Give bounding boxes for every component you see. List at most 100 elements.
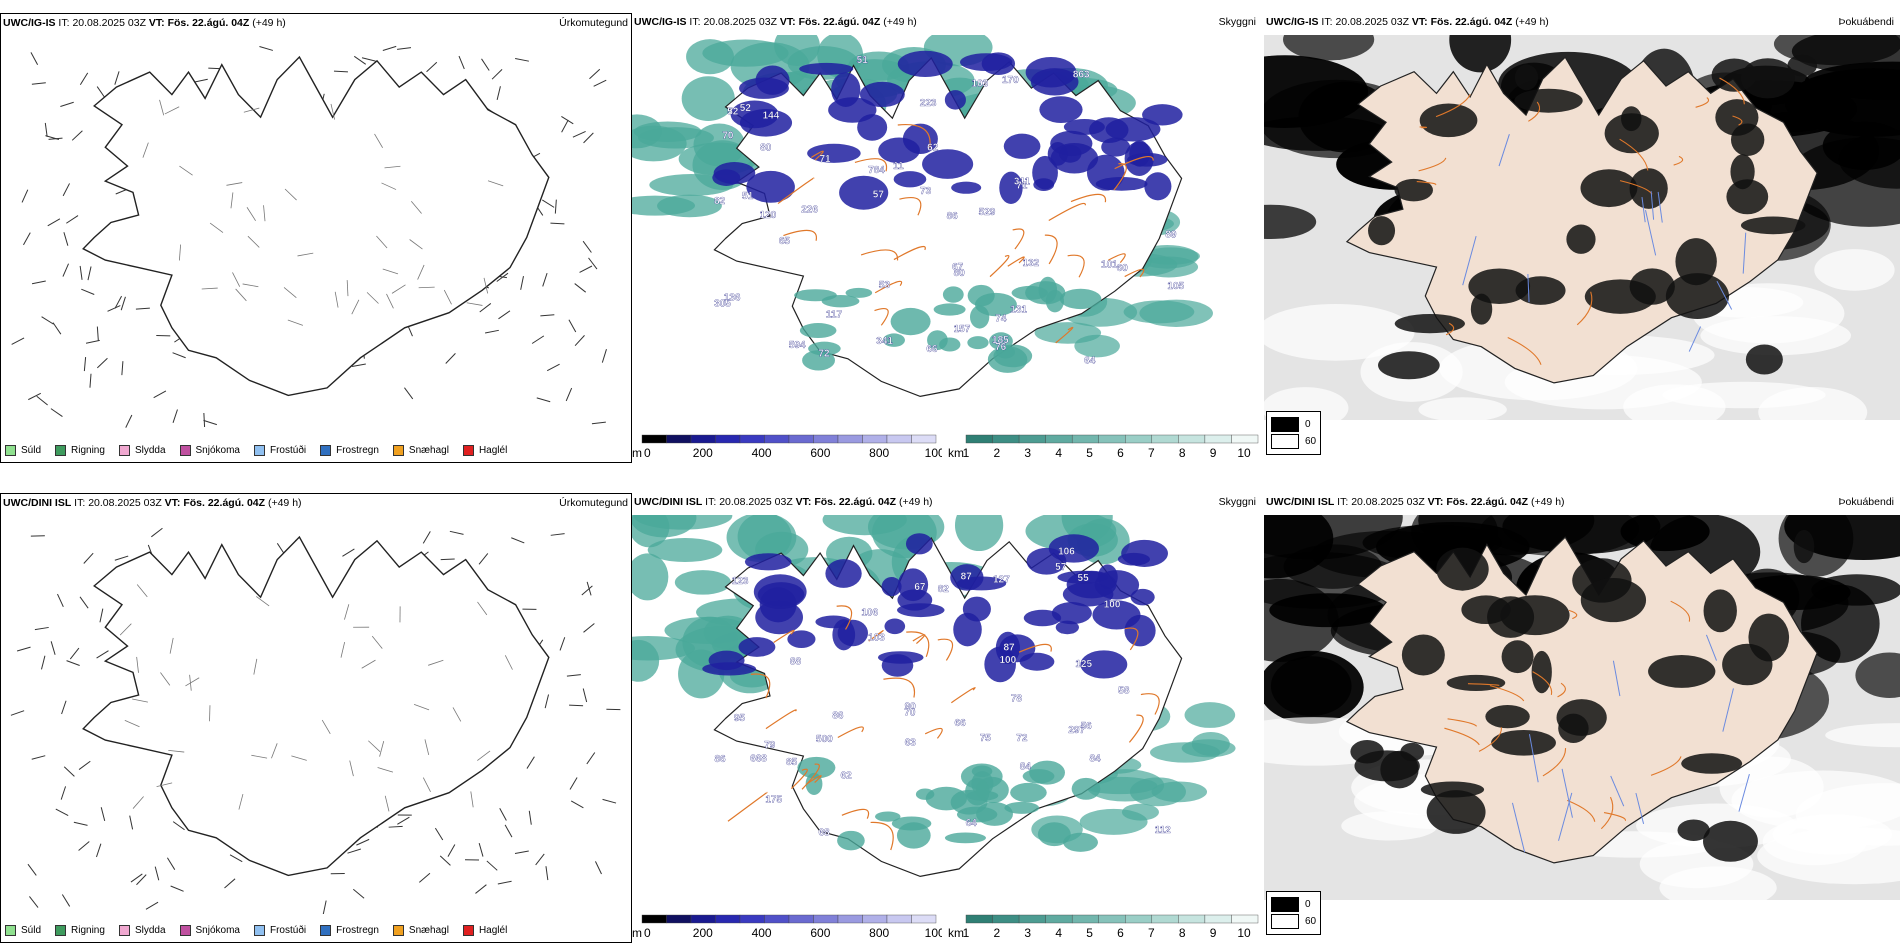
low-cloud-base-area <box>1086 154 1125 191</box>
low-cloud-base-area <box>951 181 982 194</box>
wind-barb <box>445 353 456 364</box>
wind-barb <box>96 357 108 369</box>
colorbar-bin <box>862 914 888 924</box>
colorbar-bin <box>1098 914 1126 924</box>
legend-label: Snæhagl <box>408 445 449 456</box>
cloud-base-colorbar: m0 200 400 600 800 1000 <box>632 433 952 463</box>
low-cloud-base-area <box>839 175 889 210</box>
cloud-base-value: 84 <box>1090 753 1102 764</box>
precip-legend: Súld Rigning Slydda Snjókoma Frostúði Frostre… <box>5 925 507 936</box>
wind-barb <box>41 316 54 325</box>
low-cloud-base-area <box>1144 172 1172 201</box>
road-line <box>201 287 218 290</box>
visibility-colorbar: km 1 2 3 4 5 6 7 8 9 10 <box>942 913 1264 943</box>
low-cloud-base-area <box>1130 588 1155 606</box>
cloud-base-value: 78 <box>1011 693 1023 704</box>
fog-clear-area <box>1659 866 1777 900</box>
legend-label: Snæhagl <box>408 925 449 936</box>
colorbar-bin <box>837 434 863 444</box>
wind-barb <box>546 363 560 372</box>
wind-barb <box>478 553 489 565</box>
cloud-base-value: 73 <box>920 186 932 197</box>
colorbar-bin <box>739 914 765 924</box>
cloud-base-value: 89 <box>1165 229 1177 240</box>
road-line <box>242 283 259 288</box>
low-visibility-area <box>1079 808 1148 835</box>
wind-barb <box>16 646 31 652</box>
colorbar-bin <box>1231 914 1259 924</box>
colorbar-tick: 4 <box>1055 446 1062 460</box>
cloud-base-value: 100 <box>1104 599 1121 610</box>
low-cloud-base-area <box>738 637 776 657</box>
fog-dense-area <box>1793 529 1815 564</box>
cloud-base-value: 74 <box>995 314 1007 325</box>
low-cloud-base-area <box>825 559 862 588</box>
low-visibility-area <box>774 35 820 67</box>
fog-clear-area <box>1692 283 1845 344</box>
low-visibility-area <box>1038 276 1058 303</box>
fog-dense-area <box>1514 64 1539 91</box>
low-visibility-area <box>674 570 731 595</box>
colorbar-unit: km <box>948 446 964 460</box>
wind-barb <box>29 896 39 908</box>
wind-barb <box>481 58 490 71</box>
low-visibility-area <box>686 39 734 75</box>
cloud-base-value: 500 <box>816 734 833 745</box>
fog-dense-area <box>1629 168 1668 209</box>
fog-dense-area <box>1580 169 1638 208</box>
cloud-base-value: 80 <box>760 142 772 153</box>
cloud-base-value: 100 <box>999 655 1016 666</box>
wind-barb <box>79 596 89 609</box>
road-line <box>238 793 244 810</box>
road-line <box>422 777 431 793</box>
road-line <box>504 655 513 670</box>
fog-legend-swatch <box>1271 914 1299 929</box>
low-cloud-base-area <box>1039 96 1083 123</box>
cloud-base-value: 668 <box>750 754 767 765</box>
road-line <box>253 658 258 675</box>
wind-barb <box>135 307 150 310</box>
low-cloud-base-area <box>713 162 756 185</box>
road-line <box>1070 193 1107 203</box>
wind-barb <box>60 101 74 107</box>
legend-swatch <box>462 925 474 936</box>
road-line <box>1124 627 1139 651</box>
fog-legend-label: 0 <box>1305 419 1311 430</box>
road-line <box>381 182 397 190</box>
wind-barb <box>511 537 525 544</box>
legend-label: Frostregn <box>336 925 379 936</box>
low-cloud-base-area <box>1051 602 1092 625</box>
road-line <box>1418 157 1447 172</box>
road-line <box>1507 337 1542 365</box>
road-line <box>924 727 943 739</box>
fog-dense-area <box>1264 204 1317 240</box>
road-line <box>1603 812 1627 821</box>
cloud-base-value: 52 <box>727 106 739 117</box>
low-cloud-base-area <box>1025 56 1077 88</box>
road-line <box>868 630 884 642</box>
road-line <box>263 205 266 222</box>
wind-barb <box>583 132 594 144</box>
fog-dense-area <box>1446 674 1506 691</box>
colorbar-bin <box>715 914 741 924</box>
road-line <box>136 656 139 673</box>
fog-clear-area <box>1758 386 1868 420</box>
low-cloud-base-area <box>878 137 920 164</box>
wind-barb <box>55 808 69 817</box>
fog-dense-area <box>1745 344 1783 375</box>
road-line <box>477 601 488 616</box>
fog-dense-area <box>1419 103 1478 138</box>
colorbar-bin <box>911 914 937 924</box>
low-visibility-area <box>890 307 931 336</box>
road-line <box>801 763 820 790</box>
road-line <box>783 229 817 241</box>
legend-swatch <box>320 445 332 456</box>
road-line <box>1719 77 1745 105</box>
cloud-base-value: 68 <box>818 827 830 838</box>
road-line <box>409 239 423 250</box>
wind-barb <box>569 777 578 790</box>
low-visibility-area <box>896 822 931 849</box>
cloud-base-value: 82 <box>938 584 950 595</box>
road-line <box>483 277 489 294</box>
colorbar-bin <box>1098 434 1126 444</box>
